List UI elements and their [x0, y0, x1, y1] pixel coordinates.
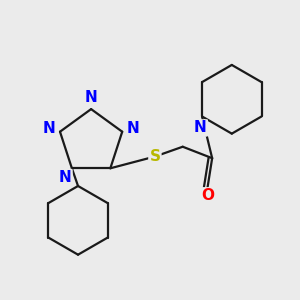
Text: O: O	[201, 188, 214, 203]
Text: N: N	[59, 170, 71, 185]
Text: N: N	[127, 121, 140, 136]
Text: S: S	[149, 149, 161, 164]
Text: N: N	[194, 120, 207, 135]
Text: N: N	[85, 90, 98, 105]
Text: N: N	[43, 121, 56, 136]
